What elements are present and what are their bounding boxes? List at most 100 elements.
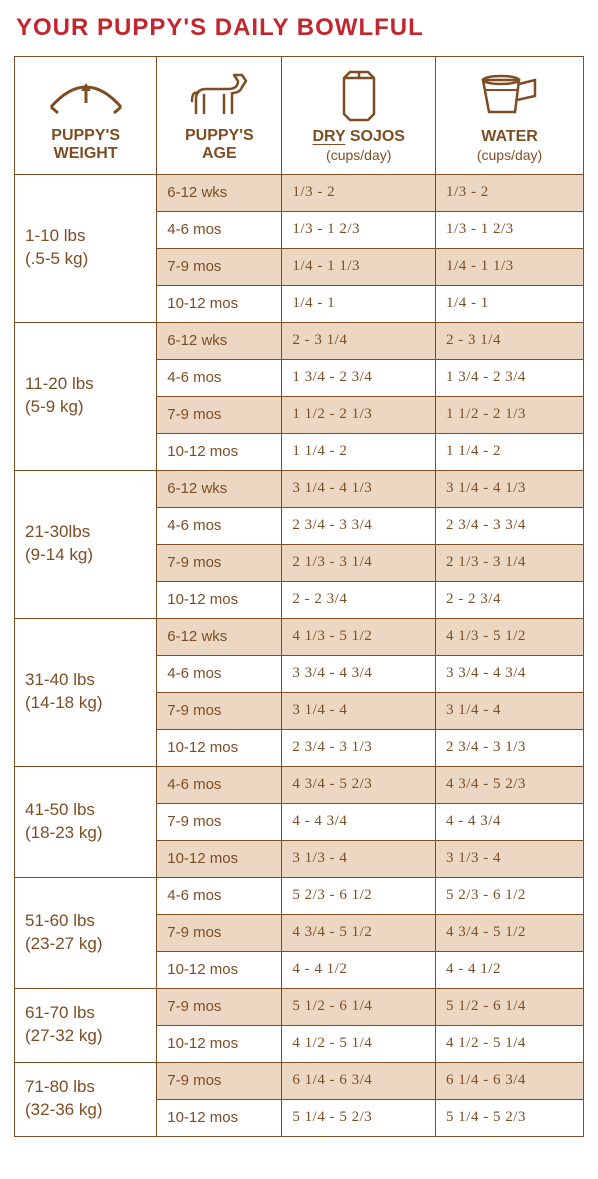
age-value: 6-12 wks (167, 184, 227, 201)
age-value: 7-9 mos (167, 924, 221, 941)
water-value: 1/3 - 1 2/3 (446, 221, 514, 238)
water-cell: 1 1/2 - 2 1/3 (436, 396, 584, 433)
dry-cell: 6 1/4 - 6 3/4 (282, 1062, 436, 1099)
weight-lbs: 1-10 lbs (25, 226, 85, 245)
dry-cell: 4 - 4 3/4 (282, 803, 436, 840)
water-value: 1 1/2 - 2 1/3 (446, 406, 526, 423)
age-value: 6-12 wks (167, 480, 227, 497)
water-value: 4 3/4 - 5 1/2 (446, 924, 526, 941)
water-cell: 2 1/3 - 3 1/4 (436, 544, 584, 581)
age-cell: 7-9 mos (157, 544, 282, 581)
age-cell: 4-6 mos (157, 359, 282, 396)
water-cell: 4 1/2 - 5 1/4 (436, 1025, 584, 1062)
water-cell: 4 3/4 - 5 2/3 (436, 766, 584, 803)
table-row: 71-80 lbs(32-36 kg)7-9 mos6 1/4 - 6 3/46… (15, 1062, 584, 1099)
dry-cell: 3 1/3 - 4 (282, 840, 436, 877)
weight-lbs: 51-60 lbs (25, 911, 95, 930)
dry-value: 5 1/2 - 6 1/4 (292, 998, 372, 1015)
dry-value: 3 1/4 - 4 (292, 702, 347, 719)
age-value: 10-12 mos (167, 739, 238, 756)
age-value: 10-12 mos (167, 295, 238, 312)
water-cell: 1/4 - 1 (436, 285, 584, 322)
water-value: 6 1/4 - 6 3/4 (446, 1072, 526, 1089)
age-value: 6-12 wks (167, 628, 227, 645)
water-value: 2 - 3 1/4 (446, 332, 501, 349)
water-value: 1 3/4 - 2 3/4 (446, 369, 526, 386)
dry-cell: 4 - 4 1/2 (282, 951, 436, 988)
age-cell: 4-6 mos (157, 766, 282, 803)
age-cell: 6-12 wks (157, 322, 282, 359)
water-cell: 1/4 - 1 1/3 (436, 248, 584, 285)
water-value: 4 - 4 1/2 (446, 961, 501, 978)
header-weight: PUPPY'SWEIGHT (15, 57, 157, 175)
dry-value: 6 1/4 - 6 3/4 (292, 1072, 372, 1089)
age-cell: 7-9 mos (157, 803, 282, 840)
water-value: 4 3/4 - 5 2/3 (446, 776, 526, 793)
header-row: PUPPY'SWEIGHT PUPPY'SAGE DRY SOJOS (cups… (15, 57, 584, 175)
water-value: 2 3/4 - 3 1/3 (446, 739, 526, 756)
water-cell: 1/3 - 1 2/3 (436, 211, 584, 248)
dry-value: 5 1/4 - 5 2/3 (292, 1109, 372, 1126)
age-cell: 10-12 mos (157, 951, 282, 988)
bag-icon (286, 66, 431, 124)
weight-cell: 31-40 lbs(14-18 kg) (15, 618, 157, 766)
weight-kg: (32-36 kg) (25, 1100, 102, 1119)
water-value: 4 - 4 3/4 (446, 813, 501, 830)
age-value: 10-12 mos (167, 591, 238, 608)
dry-value: 1/3 - 1 2/3 (292, 221, 360, 238)
weight-cell: 51-60 lbs(23-27 kg) (15, 877, 157, 988)
dry-cell: 2 3/4 - 3 3/4 (282, 507, 436, 544)
header-age: PUPPY'SAGE (157, 57, 282, 175)
water-value: 1/4 - 1 (446, 295, 489, 312)
water-cell: 1 1/4 - 2 (436, 433, 584, 470)
water-value: 5 2/3 - 6 1/2 (446, 887, 526, 904)
dry-value: 4 - 4 3/4 (292, 813, 347, 830)
dry-value: 1 1/4 - 2 (292, 443, 347, 460)
weight-cell: 61-70 lbs(27-32 kg) (15, 988, 157, 1062)
dry-value: 2 - 2 3/4 (292, 591, 347, 608)
dry-cell: 4 3/4 - 5 2/3 (282, 766, 436, 803)
age-cell: 4-6 mos (157, 655, 282, 692)
age-value: 10-12 mos (167, 1035, 238, 1052)
water-value: 3 1/4 - 4 (446, 702, 501, 719)
water-cell: 4 - 4 1/2 (436, 951, 584, 988)
dry-cell: 3 3/4 - 4 3/4 (282, 655, 436, 692)
water-cell: 4 1/3 - 5 1/2 (436, 618, 584, 655)
age-cell: 4-6 mos (157, 211, 282, 248)
weight-lbs: 11-20 lbs (25, 374, 94, 393)
water-cell: 5 1/4 - 5 2/3 (436, 1099, 584, 1136)
dry-cell: 3 1/4 - 4 1/3 (282, 470, 436, 507)
dry-cell: 5 1/2 - 6 1/4 (282, 988, 436, 1025)
dry-value: 1 1/2 - 2 1/3 (292, 406, 372, 423)
weight-kg: (9-14 kg) (25, 545, 93, 564)
dry-value: 2 1/3 - 3 1/4 (292, 554, 372, 571)
age-value: 4-6 mos (167, 221, 221, 238)
water-value: 5 1/2 - 6 1/4 (446, 998, 526, 1015)
dry-value: 1/4 - 1 (292, 295, 335, 312)
dry-cell: 2 3/4 - 3 1/3 (282, 729, 436, 766)
water-cell: 2 3/4 - 3 1/3 (436, 729, 584, 766)
table-row: 61-70 lbs(27-32 kg)7-9 mos5 1/2 - 6 1/45… (15, 988, 584, 1025)
water-value: 5 1/4 - 5 2/3 (446, 1109, 526, 1126)
age-cell: 10-12 mos (157, 581, 282, 618)
age-cell: 7-9 mos (157, 988, 282, 1025)
dry-cell: 2 1/3 - 3 1/4 (282, 544, 436, 581)
weight-lbs: 71-80 lbs (25, 1077, 95, 1096)
dry-cell: 1 1/4 - 2 (282, 433, 436, 470)
age-cell: 10-12 mos (157, 1099, 282, 1136)
table-row: 31-40 lbs(14-18 kg)6-12 wks4 1/3 - 5 1/2… (15, 618, 584, 655)
header-dry: DRY SOJOS (cups/day) (282, 57, 436, 175)
dry-value: 5 2/3 - 6 1/2 (292, 887, 372, 904)
water-cell: 3 3/4 - 4 3/4 (436, 655, 584, 692)
age-cell: 10-12 mos (157, 729, 282, 766)
age-value: 4-6 mos (167, 665, 221, 682)
weight-lbs: 61-70 lbs (25, 1003, 95, 1022)
water-cell: 4 3/4 - 5 1/2 (436, 914, 584, 951)
dry-cell: 1/4 - 1 1/3 (282, 248, 436, 285)
water-cell: 3 1/4 - 4 1/3 (436, 470, 584, 507)
dry-cell: 4 3/4 - 5 1/2 (282, 914, 436, 951)
dog-icon (161, 65, 277, 123)
water-value: 2 3/4 - 3 3/4 (446, 517, 526, 534)
age-value: 4-6 mos (167, 517, 221, 534)
water-value: 4 1/3 - 5 1/2 (446, 628, 526, 645)
